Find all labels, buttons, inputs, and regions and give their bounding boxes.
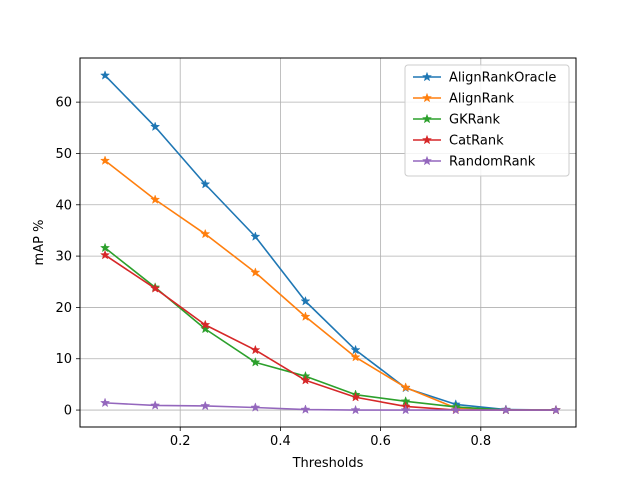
legend-label: GKRank: [449, 113, 501, 128]
plot-frame: [79, 57, 577, 428]
series-line-AlignRankOracle: [104, 74, 556, 411]
data-point-AlignRankOracle: [99, 70, 111, 80]
y-tick-label: 0: [64, 404, 72, 419]
data-point-AlignRankOracle: [200, 178, 211, 189]
legend-marker: [421, 113, 433, 124]
data-point-RandomRank: [150, 400, 161, 410]
x-tick-label: 0.6: [370, 434, 391, 449]
x-tick-label: 0.4: [270, 434, 291, 449]
legend-marker: [421, 155, 433, 166]
data-point-AlignRank: [250, 267, 261, 277]
data-point-AlignRank: [350, 351, 361, 362]
legend-label: AlignRank: [449, 92, 515, 107]
y-tick-label: 20: [55, 301, 72, 316]
data-point-AlignRankOracle: [150, 121, 161, 132]
legend-marker: [421, 71, 433, 82]
data-point-RandomRank: [500, 404, 511, 415]
series-line-GKRank: [104, 247, 556, 411]
y-tick-label: 60: [55, 96, 72, 111]
legend: AlignRankOracle AlignRank GKRank CatRank Ran…: [404, 64, 570, 177]
ticks: 0.2 0.4 0.6 0.8 0 10 20 30 40 50 60: [55, 96, 491, 449]
data-point-RandomRank: [250, 402, 261, 412]
y-tick-label: 30: [55, 250, 72, 265]
data-point-RandomRank: [300, 404, 311, 414]
legend-item: AlignRank: [413, 92, 515, 107]
data-point-CatRank: [250, 344, 261, 355]
x-tick-label: 0.2: [170, 434, 191, 449]
data-point-CatRank: [300, 374, 311, 385]
y-tick-label: 10: [55, 352, 72, 367]
data-point-CatRank: [350, 391, 361, 402]
legend-marker: [421, 92, 433, 103]
legend-label: RandomRank: [449, 155, 536, 170]
data-point-GKRank: [200, 323, 211, 334]
data-point-AlignRank: [400, 382, 411, 392]
data-point-RandomRank: [450, 404, 461, 415]
x-tick-label: 0.8: [470, 434, 491, 449]
legend-marker: [421, 134, 433, 145]
x-axis-label: Thresholds: [292, 456, 364, 471]
data-point-CatRank: [200, 319, 211, 330]
y-tick-label: 50: [55, 147, 72, 162]
legend-label: CatRank: [449, 134, 504, 149]
data-point-AlignRank: [200, 228, 211, 239]
series-RandomRank: [99, 397, 562, 415]
data-point-RandomRank: [99, 397, 111, 408]
data-point-AlignRank: [99, 155, 111, 165]
data-point-GKRank: [250, 357, 261, 367]
data-point-RandomRank: [200, 400, 211, 411]
legend-item: RandomRank: [413, 155, 536, 170]
y-tick-label: 40: [55, 198, 72, 213]
legend-item: GKRank: [413, 113, 501, 128]
series-line-RandomRank: [105, 402, 556, 411]
data-point-RandomRank: [550, 404, 562, 415]
legend-item: CatRank: [413, 134, 504, 149]
data-point-RandomRank: [350, 404, 361, 415]
data-point-AlignRank: [150, 194, 161, 204]
legend-item: AlignRankOracle: [413, 71, 556, 86]
data-point-RandomRank: [400, 404, 411, 415]
data-point-CatRank: [150, 283, 161, 293]
data-point-AlignRank: [300, 311, 311, 321]
legend-label: AlignRankOracle: [449, 71, 556, 86]
data-point-CatRank: [99, 249, 111, 260]
legend-box: [404, 64, 570, 177]
data-point-AlignRankOracle: [300, 295, 311, 306]
series-layer: [99, 70, 562, 415]
y-axis-label: mAP %: [32, 220, 47, 266]
data-point-AlignRankOracle: [250, 231, 261, 241]
